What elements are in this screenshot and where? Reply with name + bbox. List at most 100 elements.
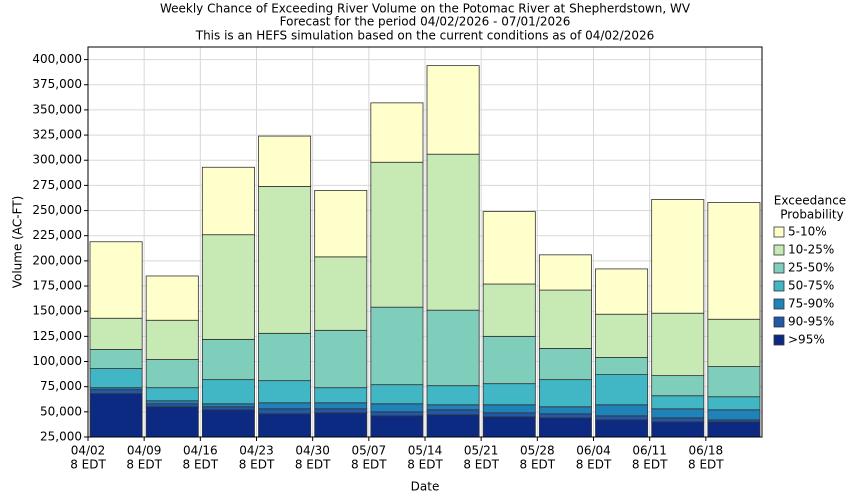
y-tick-label: 125,000: [32, 329, 82, 343]
x-tick-label: 8 EDT: [407, 458, 443, 472]
bar-segment: [426, 404, 480, 411]
bar-segment: [651, 199, 705, 314]
bar-segment: [258, 408, 312, 415]
chart-title: Weekly Chance of Exceeding River Volume …: [160, 2, 691, 16]
bar-segment: [201, 409, 255, 437]
bar-segment: [426, 309, 480, 387]
bar-segment: [651, 312, 705, 377]
bar-segment: [482, 412, 536, 418]
bar-segment: [482, 383, 536, 406]
x-tick-label: 04/09: [127, 444, 162, 458]
x-tick-label: 8 EDT: [632, 458, 668, 472]
x-tick-label: 06/04: [576, 444, 611, 458]
bar-segment: [201, 234, 255, 340]
bar-segment: [595, 313, 649, 358]
x-axis-label: Date: [411, 480, 440, 494]
bar-segment: [651, 417, 705, 423]
bar-segment: [595, 268, 649, 315]
x-tick-label: 8 EDT: [351, 458, 387, 472]
x-tick-label: 8 EDT: [520, 458, 556, 472]
bar-segment: [651, 395, 705, 410]
y-tick-label: 75,000: [40, 379, 82, 393]
legend-swatch: [773, 226, 785, 238]
bar-segment: [426, 65, 480, 155]
y-tick-label: 200,000: [32, 253, 82, 267]
x-tick-label: 8 EDT: [463, 458, 499, 472]
bar-segment: [89, 317, 143, 350]
bar-segment: [145, 275, 199, 321]
bar-segment: [258, 135, 312, 187]
bars: [89, 65, 761, 437]
bar-segment: [426, 414, 480, 437]
legend-swatch: [773, 316, 785, 328]
x-tick-label: 04/02: [71, 444, 106, 458]
y-tick-label: 150,000: [32, 304, 82, 318]
legend-label: 90-95%: [788, 315, 834, 329]
chart-subtitle: Forecast for the period 04/02/2026 - 07/…: [280, 15, 571, 29]
x-tick-label: 8 EDT: [576, 458, 612, 472]
bar-segment: [258, 185, 312, 334]
bar-segment: [538, 413, 592, 419]
legend-label: >95%: [788, 333, 825, 347]
bar-segment: [426, 153, 480, 311]
x-tick-label: 8 EDT: [183, 458, 219, 472]
bar-segment: [538, 348, 592, 381]
y-tick-label: 400,000: [32, 52, 82, 66]
y-tick-label: 350,000: [32, 102, 82, 116]
bar-segment: [482, 335, 536, 385]
y-tick-label: 300,000: [32, 153, 82, 167]
bar-segment: [258, 380, 312, 404]
y-tick-label: 25,000: [40, 430, 82, 444]
bar-segment: [314, 408, 368, 414]
bar-segment: [201, 403, 255, 408]
bar-segment: [145, 400, 199, 405]
x-tick-label: 8 EDT: [126, 458, 162, 472]
bar-segment: [145, 406, 199, 437]
bar-segment: [538, 379, 592, 408]
x-tick-label: 8 EDT: [688, 458, 724, 472]
x-tick-label: 06/18: [689, 444, 724, 458]
legend-label: 10-25%: [788, 243, 834, 257]
bar-segment: [370, 306, 424, 386]
bar-segment: [370, 411, 424, 417]
bar-segment: [201, 406, 255, 411]
y-tick-label: 175,000: [32, 279, 82, 293]
bar-segment: [426, 385, 480, 406]
bar-segment: [258, 413, 312, 437]
bar-segment: [145, 319, 199, 360]
x-tick-label: 05/14: [408, 444, 443, 458]
legend-swatch: [773, 262, 785, 274]
bar-segment: [482, 404, 536, 414]
bar-segment: [258, 332, 312, 382]
bar-segment: [370, 384, 424, 405]
bar-segment: [707, 421, 761, 437]
bar-segment: [707, 202, 761, 320]
bar-segment: [651, 375, 705, 397]
bar-segment: [89, 389, 143, 395]
x-tick-label: 06/11: [632, 444, 667, 458]
bar-segment: [89, 368, 143, 389]
bar-segment: [707, 396, 761, 411]
x-tick-label: 04/16: [183, 444, 218, 458]
x-tick-label: 8 EDT: [295, 458, 331, 472]
bar-segment: [258, 402, 312, 410]
legend-swatch: [773, 334, 785, 346]
legend-title: Exceedance: [774, 194, 846, 208]
bar-segment: [314, 329, 368, 389]
legend-label: 5-10%: [788, 225, 827, 239]
bar-segment: [538, 289, 592, 349]
bar-segment: [595, 357, 649, 376]
legend-title: Probability: [780, 208, 843, 222]
bar-segment: [707, 318, 761, 367]
x-tick-label: 8 EDT: [70, 458, 106, 472]
bar-segment: [314, 387, 368, 404]
bar-segment: [707, 409, 761, 421]
x-tick-label: 05/28: [520, 444, 555, 458]
bar-segment: [145, 359, 199, 389]
bar-segment: [595, 419, 649, 437]
bar-segment: [89, 349, 143, 369]
bar-segment: [426, 409, 480, 416]
x-tick-label: 04/30: [295, 444, 330, 458]
y-tick-label: 50,000: [40, 404, 82, 418]
bar-segment: [707, 366, 761, 398]
